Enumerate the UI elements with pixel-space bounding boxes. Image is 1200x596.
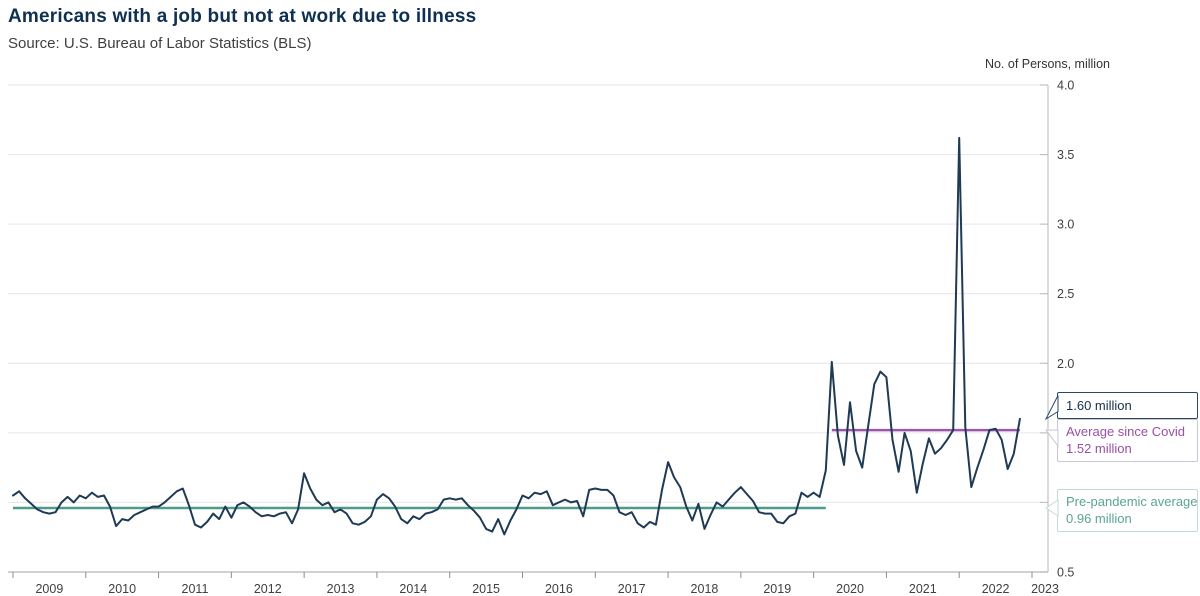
callout-average-since-covid: Average since Covid 1.52 million	[1057, 419, 1198, 462]
x-axis-label: 2017	[618, 582, 646, 596]
y-axis-label: 2.0	[1057, 357, 1074, 371]
x-axis-label: 2022	[982, 582, 1010, 596]
x-axis-label: 2019	[763, 582, 791, 596]
callout-prepandemic-label: Pre-pandemic average	[1066, 494, 1198, 509]
x-axis-label: 2014	[399, 582, 427, 596]
x-axis-label: 2012	[254, 582, 282, 596]
callout-prepandemic-value: 0.96 million	[1066, 511, 1132, 526]
callout-covid-label: Average since Covid	[1066, 424, 1185, 439]
x-axis-label: 2009	[35, 582, 63, 596]
y-axis-label: 0.5	[1057, 566, 1074, 580]
y-axis-unit-label: No. of Persons, million	[984, 57, 1110, 71]
x-axis-label: 2013	[327, 582, 355, 596]
x-axis-label: 2018	[691, 582, 719, 596]
data-series-line	[12, 136, 1021, 536]
x-axis-label: 2020	[836, 582, 864, 596]
y-axis-label: 2.5	[1057, 287, 1074, 301]
callout-prepandemic-average: Pre-pandemic average 0.96 million	[1057, 489, 1198, 532]
callout-pointers	[1044, 395, 1059, 517]
y-axis-label: 3.5	[1057, 148, 1074, 162]
y-axis-label: 3.0	[1057, 218, 1074, 232]
callout-pointer-covid	[1045, 429, 1059, 448]
chart-source: Source: U.S. Bureau of Labor Statistics …	[8, 35, 312, 52]
callout-pointer-prepandemic	[1045, 499, 1059, 517]
x-axis-label: 2016	[545, 582, 573, 596]
x-axis-label: 2011	[182, 582, 209, 596]
callout-latest-value: 1.60 million	[1057, 392, 1198, 419]
callout-latest-label: 1.60 million	[1066, 398, 1132, 413]
chart-title: Americans with a job but not at work due…	[8, 6, 477, 27]
x-axis-label: 2023	[1031, 582, 1059, 596]
callout-pointer-latest	[1044, 395, 1059, 421]
x-axis-label: 2010	[108, 582, 136, 596]
x-axis-label: 2015	[472, 582, 500, 596]
y-axis-label: 4.0	[1057, 79, 1074, 93]
callout-covid-value: 1.52 million	[1066, 441, 1132, 456]
x-axis-label: 2021	[909, 582, 937, 596]
